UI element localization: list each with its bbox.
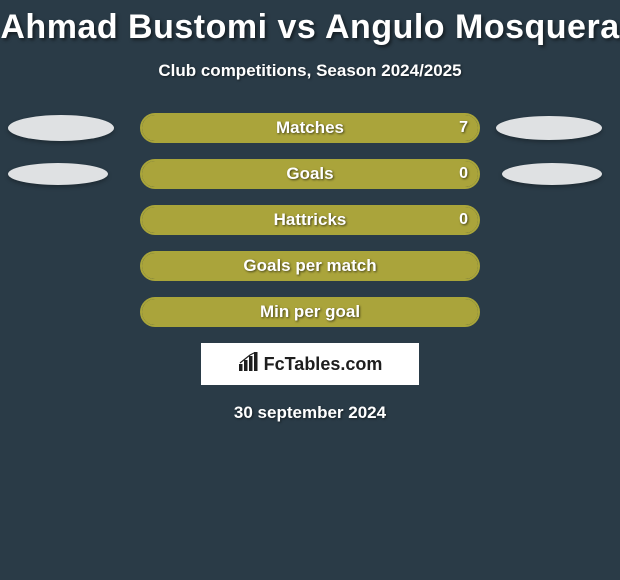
stat-bar-track (140, 205, 480, 235)
stat-bar-track (140, 251, 480, 281)
brand-text: FcTables.com (264, 354, 383, 375)
subtitle: Club competitions, Season 2024/2025 (0, 61, 620, 81)
player-right-marker (502, 163, 602, 185)
date-label: 30 september 2024 (0, 403, 620, 423)
stat-bar-fill-right (142, 299, 478, 325)
player-right-marker (496, 116, 602, 140)
page-title: Ahmad Bustomi vs Angulo Mosquera (0, 0, 620, 47)
stat-bar-fill-right (142, 207, 478, 233)
stat-row: Hattricks0 (0, 205, 620, 235)
stat-bar-track (140, 113, 480, 143)
stat-bar-track (140, 297, 480, 327)
stat-row: Goals per match (0, 251, 620, 281)
brand-badge[interactable]: FcTables.com (201, 343, 419, 385)
stat-bar-track (140, 159, 480, 189)
player-left-marker (8, 115, 114, 141)
player-left-marker (8, 163, 108, 185)
stat-bar-fill-right (142, 161, 478, 187)
bar-chart-icon (238, 352, 260, 377)
chart-area: Matches7 Goals0 Hattricks0 Goals per match M… (0, 113, 620, 327)
stat-row: Min per goal (0, 297, 620, 327)
stat-bar-fill-right (142, 253, 478, 279)
comparison-widget: Ahmad Bustomi vs Angulo Mosquera Club co… (0, 0, 620, 580)
stat-row: Matches7 (0, 113, 620, 143)
stat-row: Goals0 (0, 159, 620, 189)
stat-bar-fill-right (142, 115, 478, 141)
